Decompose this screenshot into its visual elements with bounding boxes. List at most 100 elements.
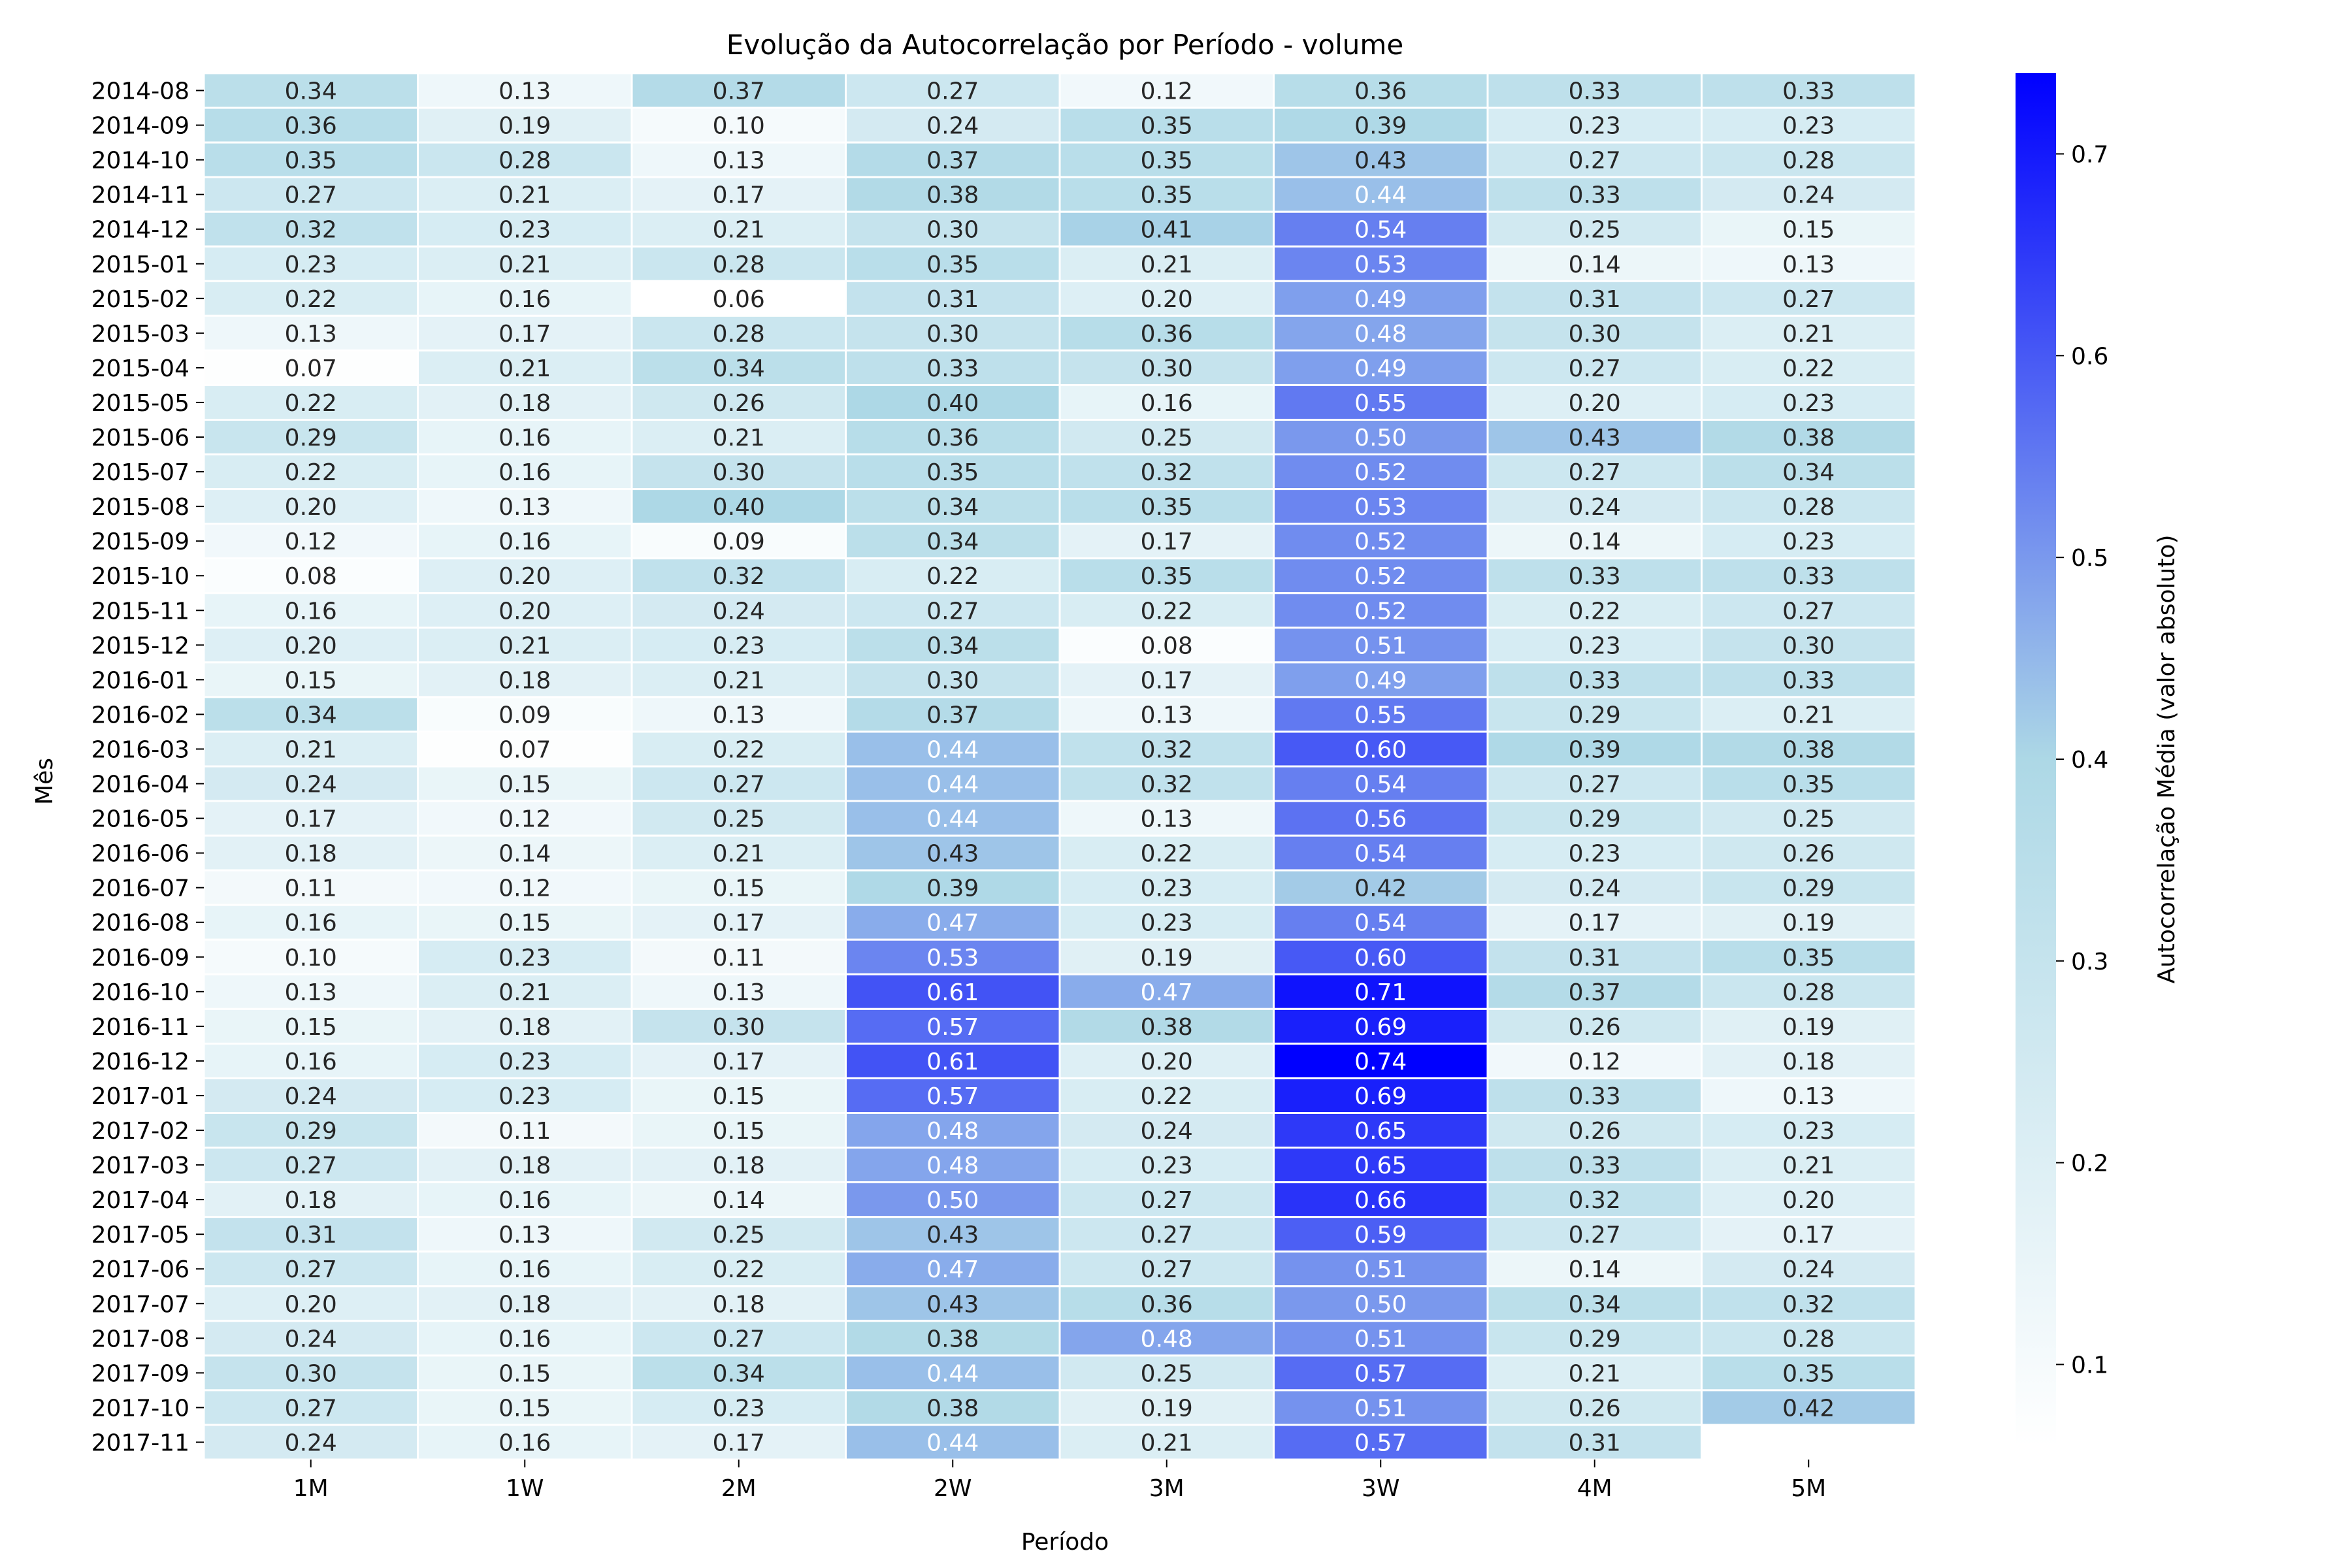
cell-value-label: 0.35	[1141, 563, 1193, 590]
heatmap-cell	[1701, 1181, 1917, 1218]
row-tick-label: 2015-04	[91, 355, 189, 382]
heatmap-cell	[1701, 1389, 1917, 1426]
cell-value-label: 0.35	[926, 252, 979, 278]
heatmap-cell	[1058, 419, 1275, 456]
cell-value-label: 0.13	[713, 979, 765, 1006]
cell-value-label: 0.15	[498, 1395, 551, 1422]
heatmap-cell	[1273, 1424, 1489, 1461]
cell-value-label: 0.30	[926, 321, 979, 348]
row-tick-label: 2015-08	[91, 494, 189, 521]
heatmap-cell	[845, 523, 1061, 560]
cell-value-label: 0.42	[1782, 1395, 1835, 1422]
heatmap-cells: 0.34 0.13 0.37 0.27 0.12 0.36 0.33 0.33 0.36 0.19…	[203, 72, 1917, 1461]
cell-value-label: 0.52	[1354, 598, 1407, 625]
heatmap-cell	[630, 1354, 847, 1392]
cell-value-label: 0.54	[1354, 217, 1407, 244]
cell-value-label: 0.69	[1354, 1083, 1407, 1110]
cell-value-label: 0.21	[713, 667, 765, 694]
heatmap-cell	[203, 453, 419, 491]
cell-value-label: 0.11	[498, 1118, 551, 1145]
heatmap-cell	[203, 1389, 419, 1426]
row-tick-label: 2017-10	[91, 1395, 189, 1422]
heatmap-cell	[1486, 1354, 1703, 1392]
heatmap-cell	[1273, 1042, 1489, 1079]
cell-value-label: 0.52	[1354, 459, 1407, 486]
cell-value-label: 0.30	[1569, 321, 1621, 348]
heatmap-cell	[1273, 1389, 1489, 1426]
heatmap-cell	[1486, 592, 1703, 629]
heatmap-cell	[1701, 1285, 1917, 1322]
cell-value-label: 0.21	[1141, 1429, 1193, 1456]
cell-value-label: 0.32	[1569, 1187, 1621, 1214]
heatmap-cell	[1701, 1007, 1917, 1045]
cell-value-label: 0.24	[285, 1429, 337, 1456]
cell-value-label: 0.17	[1141, 667, 1193, 694]
column-tick-label: 5M	[1791, 1475, 1826, 1502]
cell-value-label: 0.35	[1782, 1360, 1835, 1387]
cell-value-label: 0.37	[713, 78, 765, 105]
cell-value-label: 0.23	[1782, 529, 1835, 555]
row-tick-label: 2015-05	[91, 390, 189, 417]
cell-value-label: 0.57	[926, 1014, 979, 1041]
cell-value-label: 0.29	[1569, 1326, 1621, 1352]
heatmap-cell	[1273, 1250, 1489, 1288]
heatmap-cell	[417, 106, 633, 144]
y-axis-label: Mês	[31, 758, 58, 805]
cell-value-label: 0.17	[713, 1049, 765, 1075]
row-tick-label: 2016-12	[91, 1049, 189, 1075]
heatmap-cell	[1701, 349, 1917, 386]
cell-value-label: 0.25	[1141, 425, 1193, 451]
heatmap-cell	[1273, 141, 1489, 178]
heatmap-cell	[1058, 1077, 1275, 1114]
heatmap-cell	[203, 1216, 419, 1253]
cell-value-label: 0.16	[498, 1187, 551, 1214]
cell-value-label: 0.20	[498, 563, 551, 590]
heatmap-cell	[630, 834, 847, 872]
cell-value-label: 0.59	[1354, 1222, 1407, 1249]
cell-value-label: 0.35	[1141, 148, 1193, 174]
cell-value-label: 0.30	[713, 1014, 765, 1041]
heatmap-cell	[630, 314, 847, 351]
cell-value-label: 0.37	[1569, 979, 1621, 1006]
cell-value-label: 0.24	[285, 1083, 337, 1110]
row-tick-label: 2014-10	[91, 148, 189, 174]
cell-value-label: 0.53	[926, 945, 979, 972]
heatmap-cell	[203, 1354, 419, 1392]
cell-value-label: 0.39	[1354, 113, 1407, 140]
heatmap-cell	[630, 349, 847, 386]
row-tick-label: 2016-08	[91, 910, 189, 937]
column-labels: 1M 1W 2M 2W 3M 3W 4M 5M	[293, 1460, 1826, 1502]
cell-value-label: 0.07	[498, 736, 551, 763]
heatmap-cell	[1701, 765, 1917, 802]
cell-value-label: 0.23	[713, 632, 765, 659]
cell-value-label: 0.28	[498, 148, 551, 174]
cell-value-label: 0.65	[1354, 1152, 1407, 1179]
cell-value-label: 0.16	[498, 459, 551, 486]
cell-value-label: 0.54	[1354, 910, 1407, 937]
heatmap-cell	[1701, 141, 1917, 178]
cell-value-label: 0.50	[1354, 425, 1407, 451]
heatmap-cell	[845, 557, 1061, 595]
cell-value-label: 0.18	[498, 667, 551, 694]
cell-value-label: 0.17	[1141, 529, 1193, 555]
cell-value-label: 0.50	[1354, 1291, 1407, 1318]
heatmap-cell	[1273, 1007, 1489, 1045]
cell-value-label: 0.18	[498, 1014, 551, 1041]
heatmap-cell	[417, 1007, 633, 1045]
cell-value-label: 0.40	[926, 390, 979, 417]
heatmap-cell	[630, 280, 847, 317]
cell-value-label: 0.32	[1141, 459, 1193, 486]
cell-value-label: 0.16	[498, 1326, 551, 1352]
colorbar-label: Autocorrelação Média (valor absoluto)	[2153, 534, 2180, 983]
cell-value-label: 0.61	[926, 1049, 979, 1075]
heatmap-cell	[845, 627, 1061, 664]
cell-value-label: 0.57	[1354, 1360, 1407, 1387]
cell-value-label: 0.27	[1569, 355, 1621, 382]
cell-value-label: 0.21	[1782, 1152, 1835, 1179]
heatmap-cell	[630, 592, 847, 629]
cell-value-label: 0.23	[285, 252, 337, 278]
cell-value-label: 0.47	[1141, 979, 1193, 1006]
cell-value-label: 0.35	[1141, 182, 1193, 209]
heatmap-cell	[1701, 72, 1917, 109]
cell-value-label: 0.21	[1569, 1360, 1621, 1387]
